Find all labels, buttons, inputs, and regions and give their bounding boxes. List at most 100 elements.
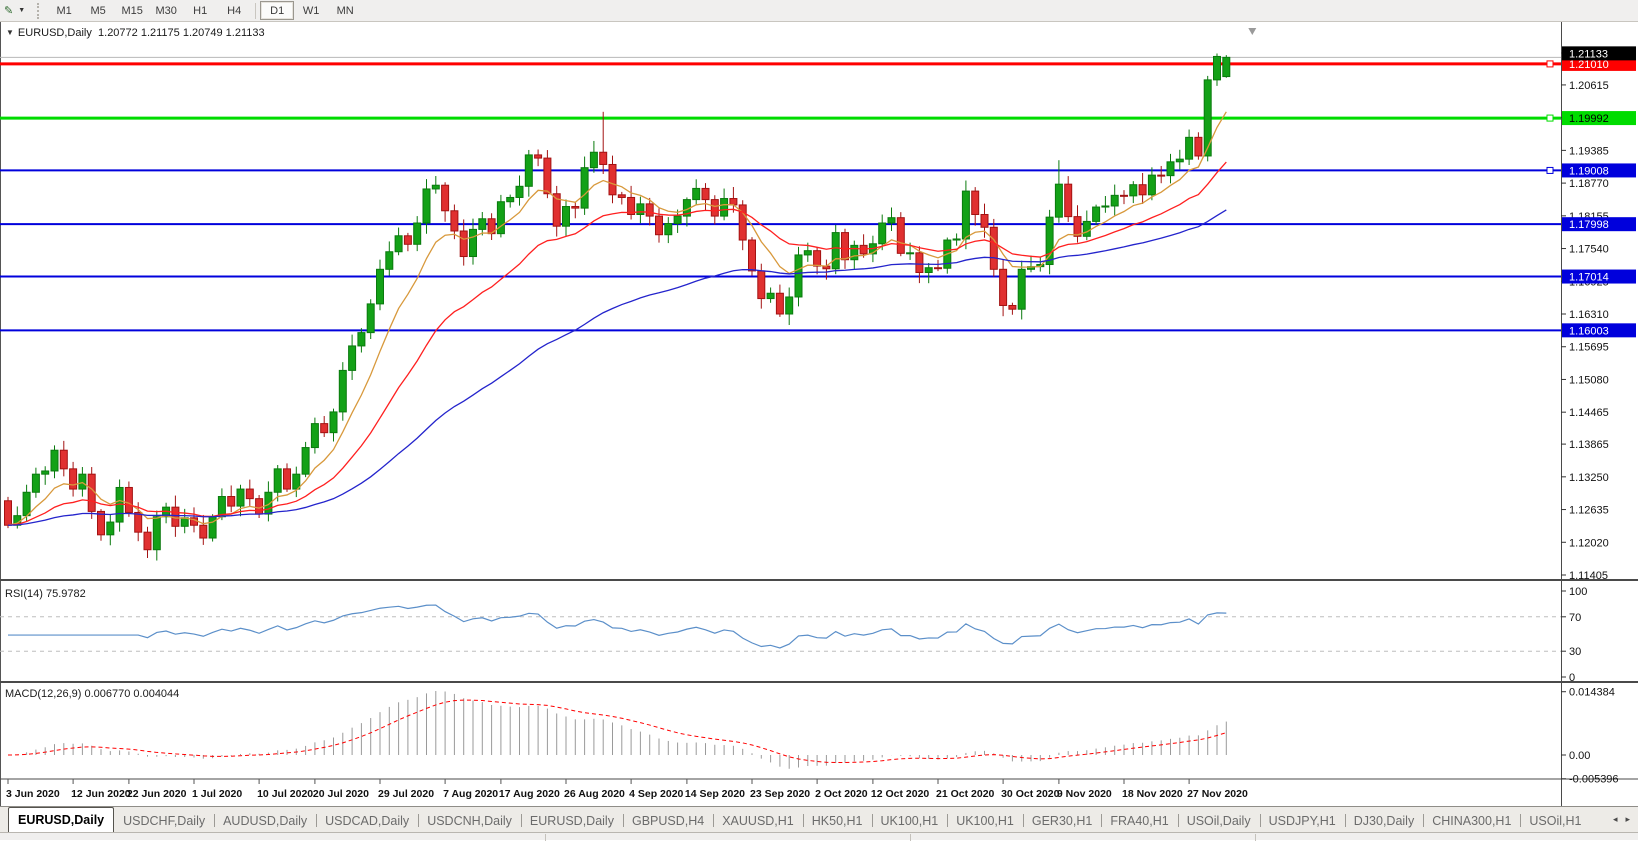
price-tick-label: 1.15695 — [1569, 342, 1609, 354]
rsi-tick-label: 0 — [1569, 672, 1575, 684]
chart-symbol-label: EURUSD,Daily — [17, 27, 92, 39]
price-chart-canvas[interactable]: 1.212151.206151.200001.193851.187701.181… — [0, 22, 1638, 806]
date-tick-label: 4 Sep 2020 — [629, 788, 683, 800]
date-tick-label: 26 Aug 2020 — [564, 788, 625, 800]
price-tick-label: 1.16310 — [1569, 309, 1609, 321]
symbol-tab-0[interactable]: EURUSD,Daily — [8, 807, 115, 832]
date-tick-label: 12 Jun 2020 — [71, 788, 131, 800]
medium-ma-line — [7, 161, 1227, 526]
chart-tool-icon: ✎ — [4, 5, 14, 17]
timeframe-button-h4[interactable]: H4 — [227, 4, 242, 17]
price-tick-label: 1.18770 — [1569, 178, 1609, 190]
date-tick-label: 17 Aug 2020 — [499, 788, 560, 800]
timeframe-button-m1[interactable]: M1 — [56, 4, 72, 17]
price-tick-label: 1.13865 — [1569, 439, 1609, 451]
timeframe-button-mn[interactable]: MN — [336, 4, 354, 17]
symbol-tab-15[interactable]: DJ30,Daily — [1344, 810, 1423, 832]
timeframe-button-m15[interactable]: M15 — [121, 4, 143, 17]
symbol-tab-10[interactable]: UK100,H1 — [947, 810, 1023, 832]
rsi-indicator-label: RSI(14) 75.9782 — [5, 588, 86, 600]
symbol-tab-12[interactable]: FRA40,H1 — [1101, 810, 1177, 832]
price-tick-label: 1.19385 — [1569, 145, 1609, 157]
macd-signal-line — [7, 699, 1227, 764]
date-tick-label: 9 Nov 2020 — [1057, 788, 1112, 800]
symbol-tab-11[interactable]: GER30,H1 — [1022, 810, 1101, 832]
svg-text:1.21010: 1.21010 — [1569, 59, 1609, 71]
date-tick-label: 2 Oct 2020 — [815, 788, 868, 800]
price-level-badge: 1.16003 — [1562, 323, 1636, 338]
rsi-tick-label: 70 — [1569, 612, 1581, 624]
chart-ohlc-values: 1.20772 1.21175 1.20749 1.21133 — [98, 27, 265, 39]
macd-tick-label: 0.00 — [1569, 750, 1590, 762]
price-level-badge: 1.19008 — [1562, 163, 1636, 178]
rsi-tick-label: 30 — [1569, 646, 1581, 658]
symbol-tab-16[interactable]: CHINA300,H1 — [1423, 810, 1520, 832]
svg-text:1.17014: 1.17014 — [1569, 272, 1609, 284]
symbol-tab-17[interactable]: USOil,H1 — [1520, 810, 1590, 832]
chart-window[interactable]: 1.212151.206151.200001.193851.187701.181… — [0, 22, 1638, 806]
line-handle[interactable] — [1546, 166, 1554, 174]
tab-scroll-left-icon[interactable]: ◂ — [1612, 814, 1618, 824]
symbol-tab-5[interactable]: EURUSD,Daily — [520, 810, 623, 832]
date-tick-label: 30 Oct 2020 — [1001, 788, 1060, 800]
price-tick-label: 1.12020 — [1569, 537, 1609, 549]
date-tick-label: 1 Jul 2020 — [192, 788, 242, 800]
candlestick-series — [4, 53, 1231, 561]
price-tick-label: 1.11405 — [1569, 570, 1608, 582]
macd-tick-label: -0.005396 — [1569, 774, 1619, 786]
price-level-badge: 1.17998 — [1562, 217, 1636, 232]
macd-tick-label: 0.014384 — [1569, 687, 1615, 699]
svg-text:1.17998: 1.17998 — [1569, 219, 1609, 231]
symbol-tab-2[interactable]: AUDUSD,Daily — [214, 810, 316, 832]
symbol-tab-3[interactable]: USDCAD,Daily — [316, 810, 418, 832]
status-bar — [0, 832, 1638, 841]
price-tick-label: 1.13250 — [1569, 472, 1609, 484]
price-tick-label: 1.17540 — [1569, 244, 1609, 256]
timeframe-button-m30[interactable]: M30 — [155, 4, 177, 17]
tab-scroll-controls: ◂ ▸ — [1609, 807, 1638, 832]
symbol-tab-13[interactable]: USOil,Daily — [1177, 810, 1260, 832]
svg-text:1.19008: 1.19008 — [1569, 165, 1609, 177]
symbol-tab-9[interactable]: UK100,H1 — [871, 810, 948, 832]
chart-tool-button[interactable]: ✎ ▼ — [0, 1, 32, 21]
symbol-tab-4[interactable]: USDCNH,Daily — [418, 810, 521, 832]
date-tick-label: 18 Nov 2020 — [1122, 788, 1183, 800]
top-toolbar: ✎ ▼ M1 M5 M15 M30 H1 H4 D1 W1 MN — [0, 0, 1638, 22]
collapse-triangle-icon[interactable]: ▼ — [6, 28, 14, 37]
price-tick-label: 1.12635 — [1569, 505, 1609, 517]
price-level-badge: 1.19992 — [1562, 111, 1636, 126]
slow-ma-line — [7, 209, 1227, 526]
timeframe-button-d1[interactable]: D1 — [260, 1, 295, 20]
symbol-tab-6[interactable]: GBPUSD,H4 — [622, 810, 713, 832]
chart-shift-marker[interactable] — [1248, 28, 1257, 35]
symbol-tab-14[interactable]: USDJPY,H1 — [1259, 810, 1345, 832]
macd-histogram — [16, 690, 1227, 769]
symbol-tab-7[interactable]: XAUUSD,H1 — [713, 810, 803, 832]
symbol-tab-8[interactable]: HK50,H1 — [802, 810, 872, 832]
symbol-tab-1[interactable]: USDCHF,Daily — [123, 814, 206, 828]
date-tick-label: 23 Sep 2020 — [750, 788, 810, 800]
date-tick-label: 12 Oct 2020 — [871, 788, 930, 800]
timeframe-button-m5[interactable]: M5 — [90, 4, 106, 17]
fast-ma-line — [7, 111, 1227, 526]
price-tick-label: 1.20615 — [1569, 80, 1609, 92]
line-handle[interactable] — [1546, 60, 1554, 68]
date-tick-label: 20 Jul 2020 — [313, 788, 369, 800]
date-tick-label: 10 Jul 2020 — [257, 788, 313, 800]
date-tick-label: 27 Nov 2020 — [1187, 788, 1248, 800]
toolbar-grip[interactable] — [37, 2, 42, 19]
rsi-tick-label: 100 — [1569, 586, 1587, 598]
price-tick-label: 1.14465 — [1569, 407, 1609, 419]
macd-indicator-label: MACD(12,26,9) 0.006770 0.004044 — [5, 688, 180, 700]
horizontal-level-lines[interactable] — [0, 60, 1561, 332]
chevron-down-icon[interactable]: ▼ — [18, 7, 26, 14]
timeframe-button-w1[interactable]: W1 — [302, 4, 320, 17]
line-handle[interactable] — [1546, 114, 1554, 122]
timeframe-button-h1[interactable]: H1 — [193, 4, 208, 17]
tab-scroll-right-icon[interactable]: ▸ — [1625, 814, 1630, 824]
date-tick-label: 22 Jun 2020 — [127, 788, 187, 800]
date-tick-label: 14 Sep 2020 — [685, 788, 745, 800]
date-tick-label: 21 Oct 2020 — [936, 788, 995, 800]
svg-text:1.21133: 1.21133 — [1569, 48, 1608, 60]
